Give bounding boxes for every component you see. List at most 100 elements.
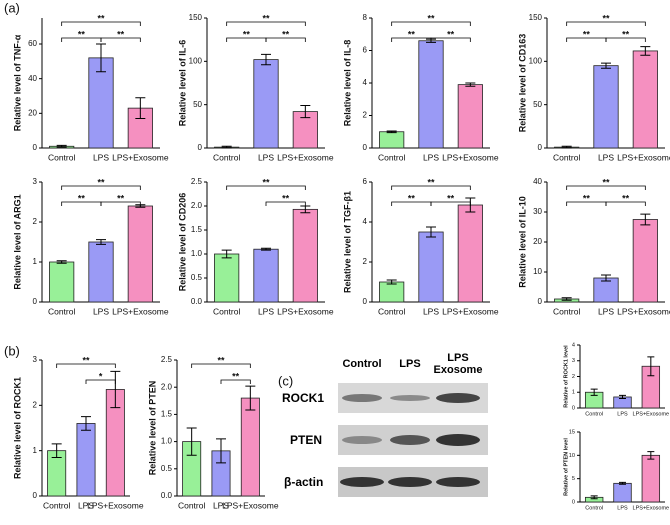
error-bar	[426, 226, 436, 238]
y-tick-label: 5	[572, 476, 575, 482]
x-tick-label: LPS	[598, 152, 614, 162]
x-tick-label: Control	[213, 306, 241, 316]
y-tick-label: 20	[28, 108, 37, 117]
significance-bracket	[391, 21, 471, 26]
y-tick-label: 4	[572, 342, 575, 348]
bar	[88, 57, 114, 149]
significance-label: **	[117, 193, 125, 203]
error-bar	[51, 443, 62, 458]
x-tick-label: LPS+Exosome	[442, 306, 499, 316]
y-tick-label: 100	[529, 56, 543, 65]
significance-label: **	[262, 13, 270, 23]
y-axis-label: Relative level of CD206	[177, 193, 187, 292]
y-tick-label: 1.5	[191, 225, 203, 234]
y-tick-label: 2.0	[161, 382, 173, 391]
bar	[593, 277, 619, 303]
significance-bracket	[226, 185, 306, 190]
x-tick-label: Control	[378, 306, 406, 316]
x-tick-label: Control	[213, 152, 241, 162]
band	[390, 395, 430, 401]
y-tick-label: 10	[569, 453, 575, 459]
error-bar	[590, 495, 598, 500]
significance-bracket	[56, 363, 116, 368]
x-tick-label: LPS	[93, 306, 109, 316]
error-bar	[216, 438, 226, 464]
y-tick-label: 50	[193, 100, 202, 109]
error-bar	[465, 82, 476, 87]
significance-bracket	[605, 201, 646, 206]
error-bar	[221, 249, 232, 259]
significance-label: **	[408, 29, 416, 39]
significance-bracket	[100, 37, 141, 42]
significance-label: **	[217, 355, 225, 365]
y-axis-label: Relative level of CD163	[517, 34, 527, 133]
significance-bracket	[61, 185, 141, 190]
y-tick-label: 0	[572, 405, 575, 411]
error-bar	[601, 62, 611, 69]
y-axis-label: Relative level of ROCK1	[12, 377, 22, 479]
x-tick-label: LPS	[93, 152, 109, 162]
y-tick-label: 2	[572, 374, 575, 380]
bar	[418, 231, 444, 303]
y-tick-label: 1.5	[161, 410, 173, 419]
blot	[338, 383, 488, 497]
error-bar	[619, 481, 626, 485]
significance-bracket	[191, 363, 251, 368]
y-tick-label: 0.5	[161, 464, 173, 473]
y-tick-label: 4	[363, 217, 368, 226]
error-bar	[601, 274, 611, 282]
x-tick-label: LPS	[258, 306, 274, 316]
x-tick-label: LPS	[78, 500, 94, 510]
band	[342, 394, 382, 402]
y-tick-label: 60	[28, 39, 37, 48]
y-tick-label: 0	[538, 297, 543, 306]
error-bar	[640, 213, 651, 226]
x-tick-label: LPS+Exosome	[617, 152, 670, 162]
bar	[253, 248, 279, 303]
error-bar	[386, 279, 397, 285]
y-tick-label: 2	[363, 111, 368, 120]
significance-label: **	[78, 193, 86, 203]
significance-label: **	[622, 29, 630, 39]
y-axis-label: Relative level of PTEN	[147, 381, 157, 476]
error-bar	[590, 388, 598, 396]
bar	[127, 205, 153, 303]
y-axis-label: Relative of PTEN level	[563, 438, 569, 496]
significance-bracket	[430, 201, 471, 206]
significance-bracket	[566, 185, 646, 190]
bar	[214, 253, 240, 303]
x-tick-label: LPS	[258, 152, 274, 162]
band	[340, 477, 384, 487]
x-tick-label: LPS	[213, 500, 229, 510]
y-tick-label: 150	[529, 13, 543, 22]
bar	[632, 50, 658, 149]
error-bar	[135, 97, 146, 120]
significance-label: **	[117, 29, 125, 39]
significance-label: **	[583, 29, 591, 39]
bar	[418, 40, 444, 149]
x-tick-label: LPS	[598, 306, 614, 316]
y-tick-label: 4	[363, 78, 368, 87]
error-bar	[300, 105, 311, 119]
error-bar	[386, 130, 397, 134]
significance-bracket	[430, 37, 471, 42]
significance-label: **	[447, 193, 455, 203]
panel-label: (a)	[4, 0, 20, 15]
x-tick-label: Control	[585, 411, 603, 417]
significance-label: **	[282, 29, 290, 39]
significance-bracket	[61, 21, 141, 26]
error-bar	[619, 394, 626, 400]
band	[388, 477, 432, 487]
bar	[292, 208, 318, 303]
band	[436, 434, 480, 446]
x-tick-label: LPS+Exosome	[112, 152, 169, 162]
error-bar	[56, 260, 67, 264]
bar	[457, 204, 483, 303]
x-tick-label: LPS+Exosome	[87, 500, 144, 510]
significance-bracket	[220, 379, 251, 384]
y-axis-label: Relative of ROCK1 level	[563, 345, 569, 408]
band	[342, 436, 382, 444]
significance-label: **	[232, 371, 240, 381]
bar	[379, 131, 405, 149]
y-tick-label: 1	[33, 257, 38, 266]
